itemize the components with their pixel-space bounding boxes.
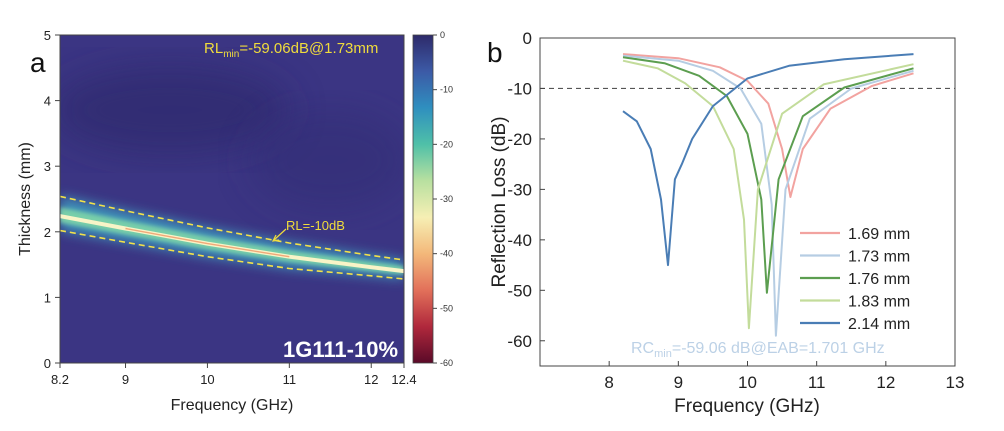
line-y-tick-label: -40 (507, 231, 532, 250)
heatmap-y-tick-label: 3 (44, 159, 51, 174)
rl-min-annotation: RLmin=-59.06dB@1.73mm (204, 40, 378, 60)
legend-entry: 1.73 mm (848, 249, 910, 266)
line-y-tick-label: -50 (507, 281, 532, 300)
line-x-tick-label: 8 (604, 373, 613, 392)
panel-label-b: b (487, 37, 503, 68)
legend-entry: 1.69 mm (848, 226, 910, 243)
line-x-tick-label: 9 (674, 373, 683, 392)
series-line (622, 53, 914, 267)
contour-label: RL=-10dB (286, 218, 345, 233)
line-chart-panel: 8 9 10 11 12 13 0 -10 -20 -30 -40 -50 -60 Frequency… (489, 29, 964, 417)
sample-label: 1G111-10% (283, 337, 398, 362)
line-x-tick-label: 10 (738, 373, 757, 392)
legend-entry: 2.14 mm (848, 316, 910, 333)
heatmap-y-tick-label: 4 (44, 94, 51, 109)
series-line (622, 59, 914, 330)
heatmap-y-axis: 0 1 2 3 4 5 (44, 28, 60, 371)
contour-label-arrowhead (271, 234, 280, 242)
contour-minus10-lower (60, 229, 404, 280)
heatmap-x-tick-label: 12.4 (391, 372, 416, 387)
heatmap-x-tick-label: 12 (364, 372, 378, 387)
colorbar-tick-label: -60 (440, 358, 453, 368)
heatmap-x-tick-label: 8.2 (51, 372, 69, 387)
heatmap-x-tick-label: 9 (122, 372, 129, 387)
colorbar-tick-label: -30 (440, 194, 453, 204)
contour-label-arrow (273, 228, 287, 241)
colorbar-tick-label: 0 (440, 30, 445, 40)
line-y-label: Reflection Loss (dB) (489, 116, 510, 287)
series-line (622, 53, 914, 198)
line-series-group (622, 53, 914, 337)
series-line (622, 56, 914, 294)
heatmap-y-tick-label: 1 (44, 290, 51, 305)
contour-minus10-upper (60, 195, 404, 261)
line-y-axis: 0 -10 -20 -30 -40 -50 -60 (507, 29, 545, 351)
line-y-tick-label: -20 (507, 130, 532, 149)
colorbar-tick-label: -20 (440, 139, 453, 149)
line-x-label: Frequency (GHz) (674, 396, 820, 417)
heatmap-x-axis: 8.2 9 10 11 12 12.4 (51, 363, 417, 387)
legend: 1.69 mm 1.73 mm 1.76 mm 1.83 mm 2.14 mm (800, 226, 910, 333)
line-y-tick-label: -30 (507, 180, 532, 199)
legend-entry: 1.83 mm (848, 294, 910, 311)
series-line (622, 54, 914, 337)
heatmap-x-tick-label: 11 (283, 372, 297, 387)
line-x-axis: 8 9 10 11 12 13 (604, 361, 964, 392)
colorbar-tick-label: -50 (440, 303, 453, 313)
heatmap-y-tick-label: 2 (44, 225, 51, 240)
heatmap-absorption-band-core (60, 207, 404, 275)
line-y-tick-label: -60 (507, 332, 532, 351)
line-x-tick-label: 13 (946, 373, 965, 392)
heatmap-x-label: Frequency (GHz) (171, 397, 294, 414)
line-y-tick-label: -10 (507, 79, 532, 98)
heatmap-y-label: Thickness (mm) (17, 142, 34, 256)
heatmap-frame (59, 34, 405, 364)
heatmap-dark-region (60, 65, 290, 155)
line-x-tick-label: 11 (808, 373, 826, 392)
heatmap-y-tick-label: 5 (44, 28, 51, 43)
heatmap-x-tick-label: 10 (200, 372, 214, 387)
colorbar-ticks: 0 -10 -20 -30 -40 -50 -60 (433, 30, 453, 368)
colorbar (412, 34, 434, 364)
line-y-tick-label: 0 (523, 29, 532, 48)
colorbar-tick-label: -10 (440, 85, 453, 95)
panel-label-a: a (30, 47, 46, 78)
colorbar-tick-label: -40 (440, 249, 453, 259)
legend-entry: 1.76 mm (848, 271, 910, 288)
heatmap-minimum-line (125, 227, 290, 258)
rc-min-annotation: RCmin=-59.06 dB@EAB=1.701 GHz (631, 340, 885, 360)
heatmap-y-tick-label: 0 (44, 356, 51, 371)
line-x-tick-label: 12 (876, 373, 895, 392)
heatmap-dark-region (250, 110, 404, 210)
